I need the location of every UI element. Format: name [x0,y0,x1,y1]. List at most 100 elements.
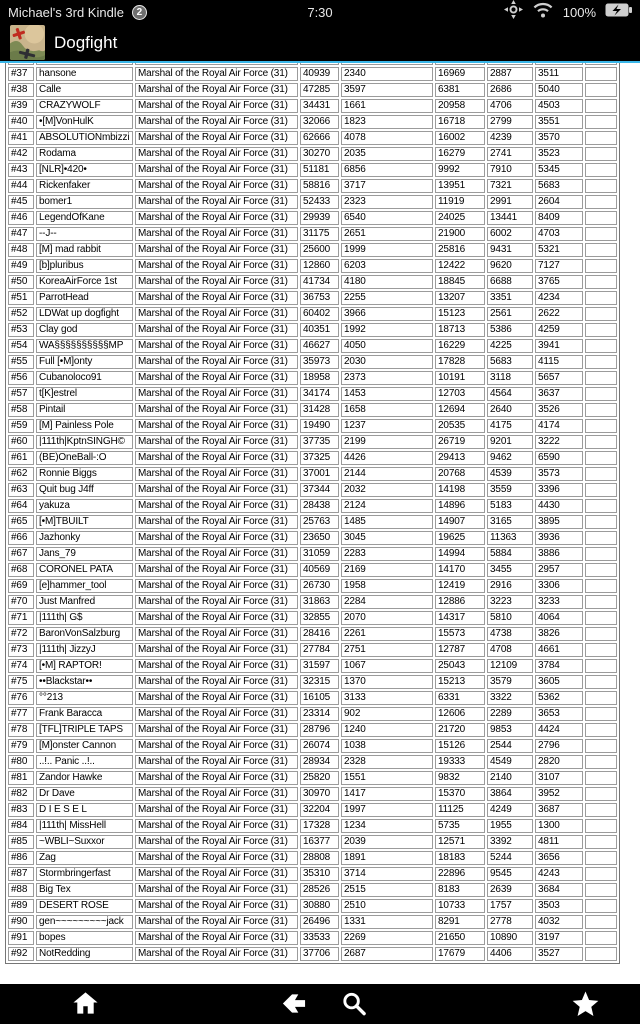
table-row: #64 yakuza Marshal of the Royal Air Force … [8,498,617,513]
cell-stat-3: 13207 [435,290,485,305]
home-icon[interactable] [72,990,99,1022]
cell-stat-3: 6381 [435,82,485,97]
cell-stat-3: 18845 [435,274,485,289]
cell-player-name: NotRedding [36,946,133,961]
cell-player-name: [M] Painless Pole [36,418,133,433]
cell-player-title: Marshal of the Royal Air Force (31) [135,82,298,97]
leaderboard-viewport[interactable]: #37 hansone Marshal of the Royal Air Force… [0,63,640,984]
cell-player-name: Clay god [36,322,133,337]
cell-stat-5: 3107 [535,770,583,785]
cell-player-title: Marshal of the Royal Air Force (31) [135,466,298,481]
table-row: #53 Clay god Marshal of the Royal Air Forc… [8,322,617,337]
table-row: #76 °°213 Marshal of the Royal Air Force (… [8,690,617,705]
cell-stat-3: 17828 [435,354,485,369]
cell-stat-4: 3223 [487,594,533,609]
cell-stat-5: 5657 [535,370,583,385]
cell-rank: #80 [8,754,34,769]
table-row: #92 NotRedding Marshal of the Royal Air Fo… [8,946,617,961]
cell-extra [585,898,617,913]
cell-stat-1: 31059 [300,546,339,561]
cell-extra [585,354,617,369]
cell-rank: #91 [8,930,34,945]
cell-rank: #72 [8,626,34,641]
cell-stat-5: 4064 [535,610,583,625]
cell-stat-5: 3570 [535,130,583,145]
cell-stat-4: 5386 [487,322,533,337]
cell-player-name: gen~~~~~~~~~jack [36,914,133,929]
cell-stat-5: 3573 [535,466,583,481]
cell-extra [585,658,617,673]
favorites-star-icon[interactable] [571,990,600,1023]
cell-stat-5: 3936 [535,530,583,545]
cell-player-name: [e]hammer_tool [36,578,133,593]
cell-extra [585,642,617,657]
cell-rank: #39 [8,98,34,113]
cell-extra [585,226,617,241]
cell-stat-2: 1999 [341,242,433,257]
cell-stat-4: 3351 [487,290,533,305]
cell-extra [585,674,617,689]
cell-player-name: hansone [36,66,133,81]
cell-extra [585,530,617,545]
search-icon[interactable] [340,990,367,1022]
cell-stat-4: 2741 [487,146,533,161]
cell-stat-2: 3714 [341,866,433,881]
cell-stat-4: 7321 [487,178,533,193]
cell-stat-3: 16002 [435,130,485,145]
cell-stat-2: 1331 [341,914,433,929]
cell-stat-1: 37706 [300,946,339,961]
cell-stat-4: 3118 [487,370,533,385]
cell-stat-3: 12422 [435,258,485,273]
table-row: #55 Full [•M]onty Marshal of the Royal Air… [8,354,617,369]
cell-stat-5: 5362 [535,690,583,705]
cell-rank [8,63,34,65]
cell-player-name [36,63,133,65]
cell-extra [585,914,617,929]
cell-player-title: Marshal of the Royal Air Force (31) [135,562,298,577]
cell-player-title: Marshal of the Royal Air Force (31) [135,674,298,689]
cell-stat-2: 1891 [341,850,433,865]
cell-stat-5: 5321 [535,242,583,257]
app-header: Dogfight [0,24,640,61]
table-row: #72 BaronVonSalzburg Marshal of the Royal … [8,626,617,641]
cell-extra [585,930,617,945]
table-row: #39 CRAZYWOLF Marshal of the Royal Air For… [8,98,617,113]
cell-stat-2: 1997 [341,802,433,817]
cell-stat-3: 12787 [435,642,485,657]
cell-stat-3: 16969 [435,66,485,81]
cell-rank: #65 [8,514,34,529]
cell-stat-2: 3045 [341,530,433,545]
cell-stat-2: 2261 [341,626,433,641]
cell-stat-4: 4708 [487,642,533,657]
cell-player-title: Marshal of the Royal Air Force (31) [135,178,298,193]
cell-rank: #64 [8,498,34,513]
cell-rank: #86 [8,850,34,865]
cell-extra [585,210,617,225]
cell-player-title: Marshal of the Royal Air Force (31) [135,578,298,593]
cell-player-title: Marshal of the Royal Air Force (31) [135,290,298,305]
cell-player-name: [M] mad rabbit [36,242,133,257]
cell-stat-4: 4738 [487,626,533,641]
cell-stat-1: 27784 [300,642,339,657]
cell-stat-3: 10733 [435,898,485,913]
cell-stat-3: 14896 [435,498,485,513]
table-row: #49 [b]pluribus Marshal of the Royal Air F… [8,258,617,273]
cell-stat-1: 23650 [300,530,339,545]
cell-player-title: Marshal of the Royal Air Force (31) [135,930,298,945]
cell-stat-2: 3597 [341,82,433,97]
cell-stat-5: 3656 [535,850,583,865]
cell-player-title: Marshal of the Royal Air Force (31) [135,658,298,673]
cell-extra [585,786,617,801]
cell-stat-1: 58816 [300,178,339,193]
back-icon[interactable] [280,990,307,1022]
cell-extra [585,866,617,881]
cell-stat-1: 51181 [300,162,339,177]
cell-stat-5: 3941 [535,338,583,353]
cell-extra [585,386,617,401]
cell-player-name: [M]onster Cannon [36,738,133,753]
table-row: #90 gen~~~~~~~~~jack Marshal of the Royal … [8,914,617,929]
cell-extra [585,802,617,817]
cell-stat-4: 1757 [487,898,533,913]
cell-rank: #42 [8,146,34,161]
cell-player-title: Marshal of the Royal Air Force (31) [135,706,298,721]
